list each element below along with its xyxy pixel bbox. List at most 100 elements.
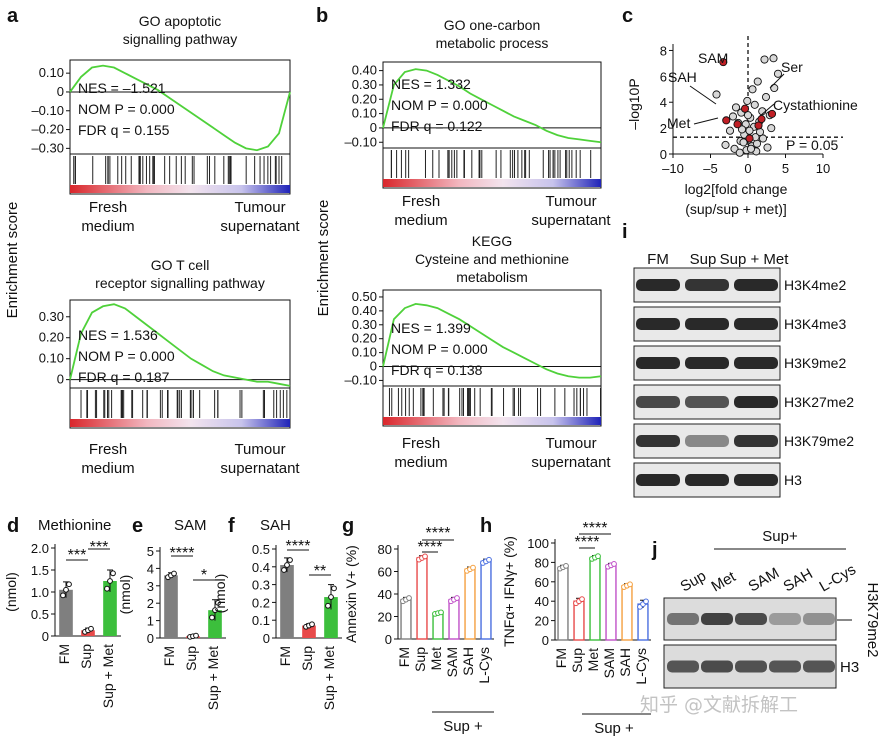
left-label: Fresh (402, 435, 440, 452)
blot-band (636, 318, 680, 330)
bar (103, 581, 117, 636)
bar-ytick-label: 40 (535, 594, 549, 609)
volcano-threshold-label: P = 0.05 (786, 137, 839, 153)
data-point (438, 609, 444, 616)
volcano-ytick-label: 2 (660, 121, 667, 136)
gsea-ytick-label: 0 (57, 84, 64, 99)
bar-title: SAM (174, 517, 207, 534)
left-label: Fresh (89, 199, 127, 216)
gsea-es-curve (69, 64, 291, 152)
volcano-annotation: SAH (668, 69, 697, 85)
bar-category-label: SAM (444, 647, 460, 677)
gsea-title: GO apoptotic (139, 13, 222, 29)
blot-band (685, 357, 729, 369)
left-label: medium (394, 454, 447, 471)
volcano-xlabel: (sup/sup + met)] (685, 201, 787, 217)
blot-band (734, 279, 778, 291)
blot-lane-label: Sup (690, 251, 717, 268)
left-label: medium (81, 460, 134, 477)
gsea-ytick-label: –0.10 (344, 134, 377, 149)
bar-category-label: Sup + Met (321, 646, 337, 710)
volcano-annotation: SAM (698, 50, 728, 66)
data-point (309, 621, 315, 628)
panel-letter-h: h (480, 515, 492, 537)
volcano-highlight-point (745, 134, 754, 143)
volcano-highlight-point (754, 121, 763, 130)
left-label: Fresh (89, 441, 127, 458)
volcano-point (721, 140, 730, 149)
panel-letter-j: j (651, 539, 658, 561)
bar-category-label: Sup + Met (100, 644, 116, 708)
sig-label: **** (286, 538, 311, 555)
gsea-ytick-label: 0.30 (39, 309, 64, 324)
gsea-ylabel: Enrichment score (4, 202, 21, 319)
volcano-point (769, 54, 778, 63)
volcano-highlight-point (719, 58, 728, 67)
blot-row-label: H3K27me2 (784, 394, 854, 410)
blot-band (734, 474, 778, 486)
gsea-ytick-label: 0.30 (352, 77, 377, 92)
data-point (284, 562, 290, 568)
blot-group-label: Sup+ (762, 528, 798, 545)
blot-band (701, 613, 733, 625)
bar-category-label: Sup (299, 646, 315, 671)
gsea-ytick-label: 0.10 (39, 351, 64, 366)
data-point (88, 625, 94, 632)
volcano-xtick-label: –10 (662, 161, 684, 176)
blot-row-label: H3 (784, 472, 802, 488)
bar-category-label: Sup + Met (205, 646, 221, 710)
bar (573, 600, 585, 641)
volcano-xtick-label: –5 (703, 161, 717, 176)
blot-lane-label: Sup + Met (720, 251, 790, 268)
blot-band (636, 435, 680, 447)
bar-ylabel: TNFα+ IFNγ+ (%) (501, 536, 517, 647)
bar-title: Methionine (38, 517, 111, 534)
volcano-point (770, 83, 779, 93)
blot-band (636, 396, 680, 408)
sig-label: **** (170, 545, 195, 562)
gsea-title: KEGG (472, 233, 512, 249)
data-point (212, 607, 218, 614)
right-label: supernatant (531, 454, 611, 471)
volcano-point (743, 111, 753, 120)
data-point (107, 578, 113, 584)
bar-ytick-label: 0.5 (252, 542, 270, 557)
bar-ytick-label: 2.0 (31, 541, 49, 556)
gsea-stat: NOM P = 0.000 (391, 97, 488, 113)
data-point (193, 632, 199, 639)
blot-band (803, 613, 835, 625)
volcano-leader (759, 103, 775, 117)
bar-category-label: FM (277, 646, 293, 666)
volcano-point (753, 77, 762, 86)
bar-ytick-label: 0 (385, 632, 392, 647)
bar-category-label: FM (56, 644, 72, 664)
gsea-ytick-label: 0.10 (352, 345, 377, 360)
blot-band (769, 613, 801, 625)
volcano-point (773, 69, 783, 78)
gsea-title: metabolism (456, 269, 528, 285)
right-label: Tumour (545, 193, 596, 210)
gsea-es-curve (382, 68, 602, 144)
sig-label: **** (583, 520, 608, 537)
bar (621, 584, 633, 641)
data-point (209, 614, 215, 621)
gsea-es-curve (382, 302, 602, 379)
gsea-ytick-label: 0 (370, 359, 377, 374)
gsea-title: receptor signalling pathway (95, 275, 265, 291)
blot-band (701, 660, 733, 673)
right-label: Tumour (234, 199, 285, 216)
gsea-stat: NES = –1.521 (78, 80, 166, 96)
volcano-highlight-point (767, 109, 777, 118)
data-point (454, 595, 460, 601)
blot-lane-label: Sup (678, 567, 710, 595)
panel-letter-e: e (132, 515, 143, 537)
data-point (579, 596, 585, 603)
panel-letter-d: d (7, 515, 19, 537)
bar-ytick-label: 0 (263, 631, 270, 646)
volcano-point (761, 93, 771, 102)
bar-ylabel: (nmol) (212, 574, 228, 614)
data-point (63, 586, 69, 593)
gsea-ytick-label: 0.30 (352, 317, 377, 332)
data-point (643, 598, 649, 605)
